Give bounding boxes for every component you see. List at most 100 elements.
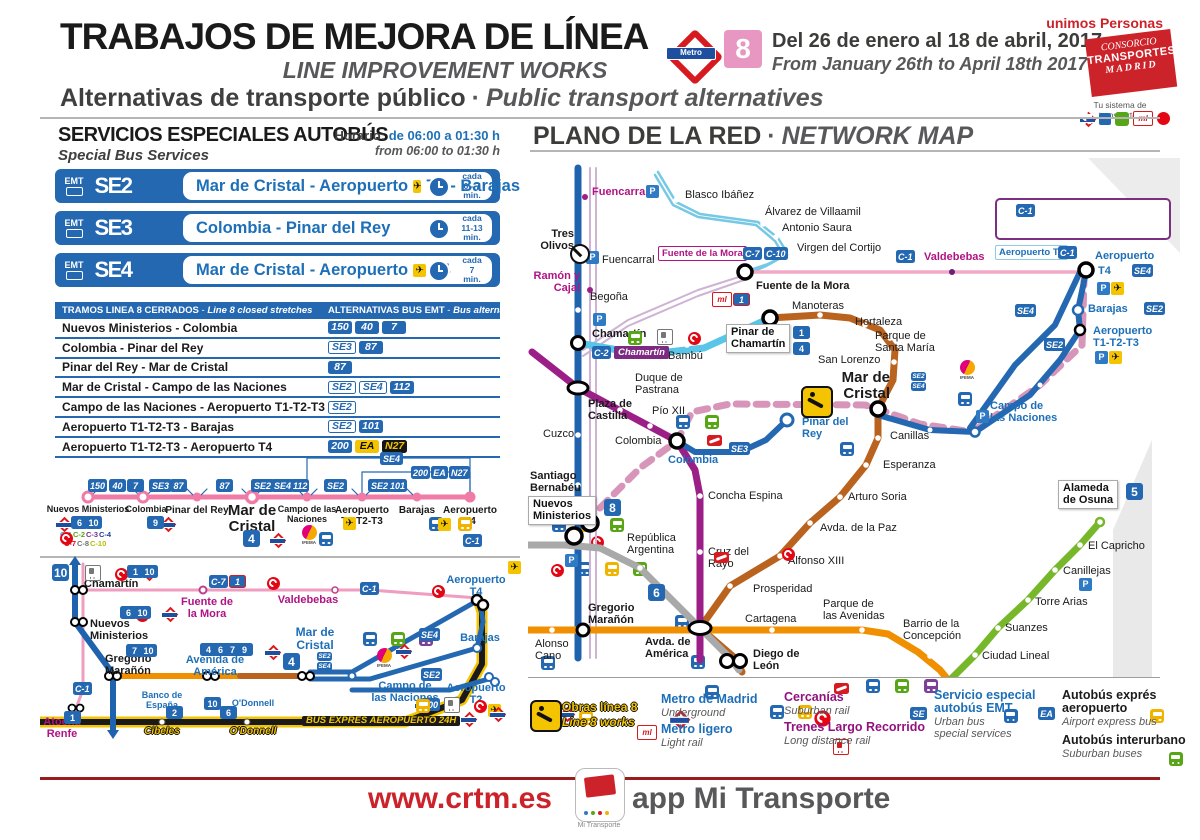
alternatives-mini-map: Chamartín Fuente de la Mora Valdebebas Aero… — [40, 556, 812, 770]
bus-badge-40: 40 — [355, 321, 379, 335]
emt-logo: EMT — [58, 260, 90, 280]
icon-cerc — [782, 548, 795, 561]
line-8-badge: 8 — [724, 30, 762, 68]
legend-ea-es2: aeropuerto — [1062, 701, 1128, 715]
badge-8: 8 — [604, 499, 621, 516]
badge-c-7: C-7 — [209, 575, 228, 588]
badge-fuente-de-la-mora: Fuente de la Mora — [658, 246, 747, 261]
icon-cerc — [551, 564, 564, 577]
icon-bus-y — [416, 699, 430, 713]
label-avenida-de-am-rica: Avenida de América — [185, 654, 245, 679]
legend-ib-es: Autobús interurbano — [1062, 733, 1186, 747]
badge-10: 10 — [134, 606, 151, 619]
label-fuente-de-la-mora: Fuente de la Mora — [181, 596, 233, 621]
icon-bus — [541, 656, 555, 670]
icon-bus-y — [605, 562, 619, 576]
separator-dot: · — [471, 84, 480, 112]
label-mar-de-cristal: Mar de Cristal — [227, 502, 277, 535]
label-plaza-de-castilla: Plaza de Castilla — [588, 398, 633, 423]
badge-87: 87 — [170, 479, 187, 492]
emt-logo: EMT — [58, 218, 90, 238]
icon-bus-g — [895, 679, 909, 693]
col-bus-alternatives: ALTERNATIVAS BUS EMT - Bus alternatives — [328, 305, 527, 316]
icon-tri-up — [69, 556, 81, 565]
closed-stretch: Aeropuerto T1-T2-T3 - Aeropuerto T4 — [62, 439, 273, 454]
app-icon — [575, 768, 625, 822]
badge-ea: EA — [431, 466, 448, 479]
icon-bus — [705, 685, 719, 699]
badge-c-10: C-10 — [764, 247, 788, 260]
label-santiago-bernab-u: Santiago Bernabéu — [530, 470, 581, 495]
label-nuevos-ministerios: Nuevos Ministerios — [90, 618, 149, 643]
label-mar-de-cristal: Mar de Cristal — [841, 369, 890, 402]
app-icon-caption: Mi Transporte — [577, 822, 621, 829]
icon-cerc — [267, 577, 280, 590]
closed-stretch: Mar de Cristal - Campo de las Naciones — [62, 380, 287, 395]
metro-ligero-icon: ml — [637, 725, 657, 740]
label-ciudad-lineal: Ciudad Lineal — [982, 650, 1050, 662]
badge-se2: SE2 — [324, 479, 348, 492]
badge-c-1: C-1 — [73, 682, 92, 695]
route-code: SE3 — [94, 215, 133, 240]
se-bus-icon — [1003, 709, 1018, 723]
services-title: SERVICIOS ESPECIALES AUTOBÚS — [58, 124, 389, 146]
label-bus-expres-aeropuerto-24h: BUS EXPRES AEROPUERTO 24H — [302, 715, 461, 727]
legend-metro-en: Underground — [661, 707, 726, 719]
crtm-logo: CONSORCIO TRANSPORTES MADRID — [1084, 28, 1178, 98]
route-code: SE4 — [94, 257, 133, 282]
line8-diagram: Nuevos Ministerios Colombia Pinar del Rey M… — [40, 445, 624, 558]
label-manoteras: Manoteras — [792, 300, 844, 312]
badge-c-1: C-1 — [360, 582, 379, 595]
header-rule — [40, 117, 1160, 119]
legend-cerc-es: Cercanías — [784, 690, 844, 704]
badge-c-1: C-1 — [1058, 246, 1077, 259]
icon-bus — [770, 705, 784, 719]
label-alonso-cano: Alonso Cano — [535, 638, 569, 663]
bus-alternatives: SE2 101 — [328, 420, 500, 434]
badge-2: 2 — [166, 706, 183, 719]
label-bamb: Bambú — [668, 350, 703, 362]
icon-cerc — [432, 585, 445, 598]
services-subtitle: Special Bus Services — [58, 147, 209, 164]
crtm-url[interactable]: www.crtm.es — [368, 782, 552, 815]
badge-200: 200 — [411, 466, 431, 479]
badge-1: 1 — [127, 565, 144, 578]
cercanias-icon — [1157, 112, 1170, 125]
bus-badge-150: 150 — [328, 321, 352, 335]
closure-row-campo-de-las-naciones-aeropuerto-t1-t2-t: Campo de las Naciones - Aeropuerto T1-T2… — [55, 398, 500, 418]
label-c-8: C-8 — [77, 539, 90, 548]
label-barrio-de-la-concepci-n: Barrio de la Concepción — [903, 618, 962, 643]
label-avda-de-am-rica: Avda. de América — [645, 636, 691, 661]
bus-badge-ea: EA — [355, 440, 379, 454]
icon-bus-g — [610, 518, 624, 532]
badge-1: 1 — [733, 293, 750, 306]
closed-stretch: Campo de las Naciones - Aeropuerto T1-T2… — [62, 400, 325, 415]
network-map: Fuencarral Blasco Ibáñez Álvarez de Villaa… — [528, 158, 1180, 694]
plane-icon: ✈ — [413, 179, 422, 193]
label-san-lorenzo: San Lorenzo — [818, 354, 881, 366]
label-c-3: C-3 — [86, 530, 99, 539]
emt-logo: EMT — [58, 176, 90, 196]
badge-p: P — [1095, 351, 1108, 364]
badge-ifema: IFEMA — [373, 642, 395, 674]
bus-alternatives: SE2 — [328, 400, 500, 414]
label-tres-olivos: Tres Olivos — [540, 228, 574, 253]
legend-train-en: Long distance rail — [784, 735, 871, 747]
label-p-o-xii: Pío XII — [652, 405, 686, 417]
icon-bus — [866, 679, 880, 693]
icon-bus-y — [798, 705, 812, 719]
badge-150: 150 — [88, 479, 108, 492]
badge-6: 6 — [220, 706, 237, 719]
bus-alternatives: 150 40 7 — [328, 321, 500, 335]
closed-stretch: Colombia - Pinar del Rey — [62, 340, 204, 355]
label-diego-de-le-n: Diego de León — [753, 648, 800, 673]
label-colombia: Colombia — [125, 504, 167, 514]
badge-p: P — [1079, 578, 1092, 591]
icon-cerc — [688, 332, 701, 345]
label-c-4: C-4 — [99, 530, 112, 539]
icon-bus-y — [579, 711, 593, 725]
icon-metro — [461, 711, 476, 726]
schedule: Horario: de 06:00 a 01:30 h — [330, 128, 500, 143]
closure-row-pinar-del-rey-mar-de-cristal: Pinar del Rey - Mar de Cristal 87 — [55, 359, 500, 379]
badge-101: 101 — [388, 479, 408, 492]
